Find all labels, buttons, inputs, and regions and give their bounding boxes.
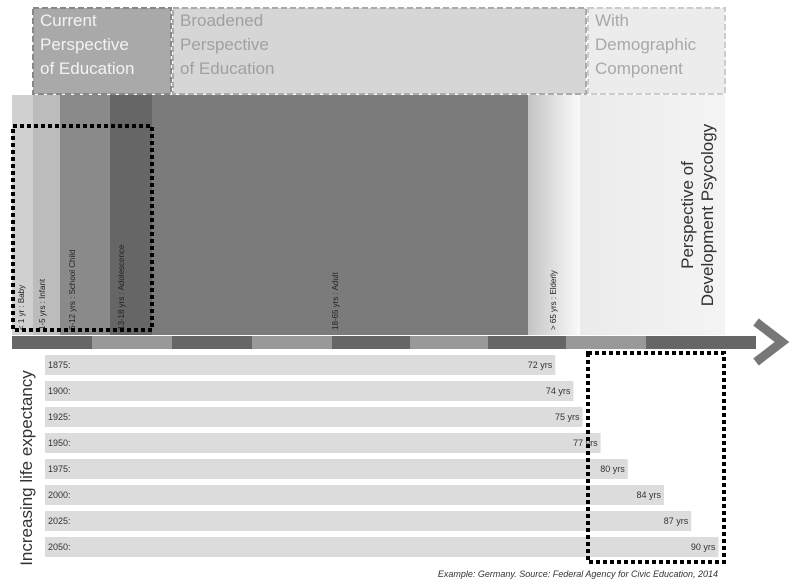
value-label: 77 yrs: [573, 438, 598, 448]
life-bar: [45, 485, 665, 505]
highlight-box: [586, 351, 726, 564]
value-label: 72 yrs: [528, 360, 553, 370]
header-box: [32, 7, 172, 95]
value-label: 84 yrs: [637, 490, 662, 500]
stage-label: 18-65 yrs : Adult: [331, 271, 340, 330]
year-label: 2025:: [48, 516, 71, 526]
timeline-arrow: [12, 318, 790, 366]
highlight-box: [11, 124, 154, 332]
year-label: 1925:: [48, 412, 71, 422]
source-note: Example: Germany. Source: Federal Agency…: [438, 569, 718, 579]
stage-column: [60, 95, 110, 335]
stage-column: [12, 95, 33, 335]
year-label: 2000:: [48, 490, 71, 500]
life-bar: [45, 407, 583, 427]
header-box: [172, 7, 587, 95]
side-title: Perspective of: [678, 161, 697, 269]
life-bar: [45, 355, 556, 375]
value-label: 75 yrs: [555, 412, 580, 422]
life-bar: [45, 433, 601, 453]
value-label: 80 yrs: [600, 464, 625, 474]
stage-column: [110, 95, 152, 335]
year-label: 2050:: [48, 542, 71, 552]
stage-column: [33, 95, 60, 335]
life-bar: [45, 537, 719, 557]
header-label: Broadened Perspective of Education: [180, 11, 275, 78]
value-label: 87 yrs: [664, 516, 689, 526]
year-label: 1975:: [48, 464, 71, 474]
stage-label: 6-12 yrs : School Child: [68, 250, 77, 330]
life-bar: [45, 381, 574, 401]
year-label: 1950:: [48, 438, 71, 448]
stage-label: > 65 yrs : Elderly: [549, 270, 558, 330]
stage-label: 13-18 yrs : Adolescence: [117, 244, 126, 330]
stage-label: 1-5 yrs : Infant: [38, 278, 47, 330]
side-title: Development Psycology: [698, 123, 717, 306]
stage-column: [152, 95, 528, 335]
rows-title: Increasing life expectancy: [17, 370, 36, 566]
year-label: 1875:: [48, 360, 71, 370]
life-bar: [45, 511, 692, 531]
header-label: Current Perspective of Education: [40, 11, 135, 78]
header-box: [587, 7, 726, 95]
year-label: 1900:: [48, 386, 71, 396]
life-bar: [45, 459, 628, 479]
value-label: 90 yrs: [691, 542, 716, 552]
stage-column: [528, 95, 580, 335]
stage-label: < 1 yr : Baby: [17, 285, 26, 330]
header-label: With Demographic Component: [595, 11, 697, 78]
value-label: 74 yrs: [546, 386, 571, 396]
